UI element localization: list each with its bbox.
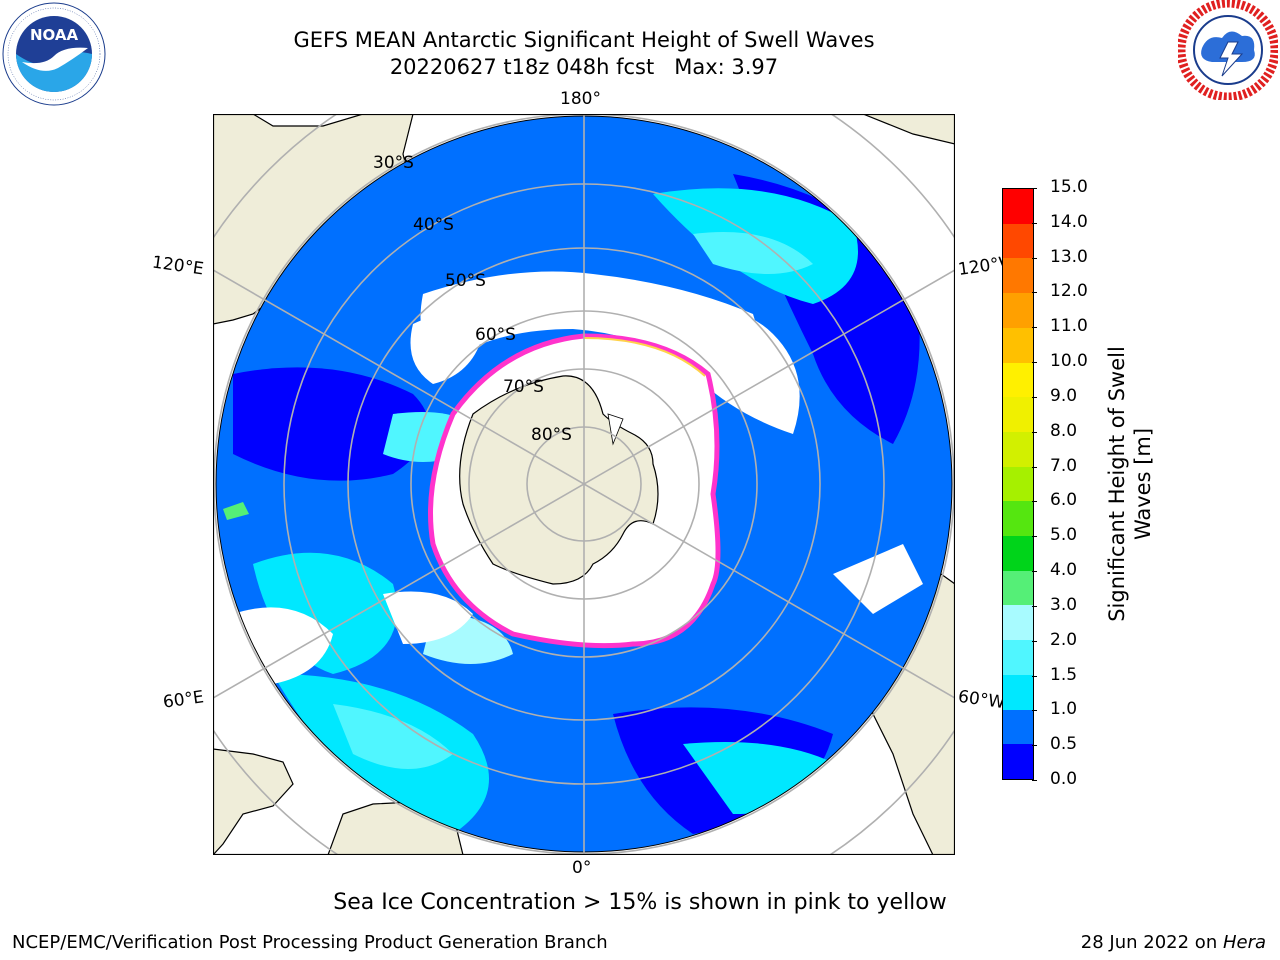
colorbar-tick-label: 11.0 bbox=[1050, 316, 1088, 337]
lon-label-lower-left: 60°E bbox=[161, 687, 206, 713]
svg-text:NOAA: NOAA bbox=[30, 26, 79, 44]
lat-label-80s: 80°S bbox=[531, 425, 572, 445]
colorbar-swatch bbox=[1003, 223, 1033, 259]
colorbar-swatch bbox=[1003, 293, 1033, 328]
colorbar-swatch bbox=[1003, 362, 1033, 398]
antarctica bbox=[459, 375, 659, 585]
colorbar-swatch bbox=[1003, 189, 1033, 224]
footer-left: NCEP/EMC/Verification Post Processing Pr… bbox=[12, 932, 608, 953]
colorbar-tick-label: 3.0 bbox=[1050, 594, 1078, 615]
colorbar-tick-label: 7.0 bbox=[1050, 455, 1078, 476]
colorbar-tick-label: 13.0 bbox=[1050, 246, 1088, 267]
colorbar-ticks: 0.0 0.5 1.0 1.5 2.0 3.0 4.0 5.0 6.0 7.0 8.0 9.0 10.0… bbox=[1032, 177, 1096, 789]
footer-machine: Hera bbox=[1222, 932, 1266, 953]
lon-label-upper-left: 120°E bbox=[150, 252, 205, 280]
map-frame bbox=[212, 113, 956, 856]
colorbar-tick-mark bbox=[1032, 466, 1037, 468]
footer-right: 28 Jun 2022 on Hera bbox=[1081, 932, 1266, 953]
colorbar-tick-mark bbox=[1032, 292, 1037, 294]
colorbar-swatch bbox=[1003, 327, 1033, 363]
lon-label-lower-right: 60°W bbox=[956, 686, 1007, 714]
nws-logo bbox=[1176, 0, 1280, 102]
colorbar-swatch bbox=[1003, 640, 1033, 675]
noaa-logo: NOAA bbox=[2, 2, 106, 106]
graticule bbox=[213, 114, 955, 855]
footer-date: 28 Jun 2022 on bbox=[1080, 932, 1223, 953]
colorbar-tick-mark bbox=[1032, 431, 1037, 433]
colorbar-label-line1: Significant Height of Swell bbox=[1105, 346, 1129, 622]
polar-map: 30°S 40°S 50°S 60°S 70°S 80°S bbox=[212, 113, 956, 856]
colorbar-tick-label: 9.0 bbox=[1050, 385, 1078, 406]
lon-label-bottom: 0° bbox=[572, 858, 592, 878]
colorbar-tick-mark bbox=[1032, 780, 1037, 781]
colorbar-tick-mark bbox=[1032, 327, 1037, 329]
colorbar-tick-mark bbox=[1032, 640, 1037, 642]
colorbar-swatch bbox=[1003, 258, 1033, 294]
colorbar-tick-label: 6.0 bbox=[1050, 490, 1078, 511]
colorbar-tick-mark bbox=[1032, 745, 1037, 747]
colorbar-swatch bbox=[1003, 744, 1033, 779]
colorbar-swatch bbox=[1003, 709, 1033, 745]
colorbar-swatch bbox=[1003, 570, 1033, 606]
colorbar-swatch bbox=[1003, 605, 1033, 641]
colorbar-swatch bbox=[1003, 431, 1033, 467]
colorbar-tick-label: 8.0 bbox=[1050, 420, 1078, 441]
colorbar-swatch bbox=[1003, 466, 1033, 502]
colorbar-tick-label: 10.0 bbox=[1050, 351, 1088, 372]
colorbar-tick-label: 0.5 bbox=[1050, 734, 1078, 755]
lat-label-50s: 50°S bbox=[445, 271, 486, 291]
colorbar-tick-label: 4.0 bbox=[1050, 560, 1078, 581]
sea-ice-note: Sea Ice Concentration > 15% is shown in … bbox=[333, 890, 947, 915]
colorbar-tick-mark bbox=[1032, 675, 1037, 677]
colorbar-tick-label: 1.5 bbox=[1050, 664, 1078, 685]
colorbar bbox=[1002, 188, 1034, 780]
lat-label-40s: 40°S bbox=[413, 215, 454, 235]
colorbar-swatch bbox=[1003, 397, 1033, 432]
lat-label-30s: 30°S bbox=[373, 153, 414, 173]
colorbar-swatch bbox=[1003, 674, 1033, 710]
colorbar-tick-label: 15.0 bbox=[1050, 177, 1088, 197]
colorbar-tick-mark bbox=[1032, 188, 1037, 189]
chart-title: GEFS MEAN Antarctic Significant Height o… bbox=[293, 28, 875, 52]
colorbar-swatch bbox=[1003, 501, 1033, 537]
colorbar-tick-label: 5.0 bbox=[1050, 525, 1078, 546]
colorbar-label-line2: Waves [m] bbox=[1131, 427, 1155, 541]
colorbar-tick-mark bbox=[1032, 257, 1037, 259]
colorbar-tick-mark bbox=[1032, 396, 1037, 398]
colorbar-tick-mark bbox=[1032, 536, 1037, 538]
lat-label-60s: 60°S bbox=[475, 325, 516, 345]
colorbar-tick-label: 12.0 bbox=[1050, 281, 1088, 302]
colorbar-tick-mark bbox=[1032, 571, 1037, 573]
colorbar-tick-mark bbox=[1032, 222, 1037, 224]
colorbar-tick-mark bbox=[1032, 710, 1037, 712]
lat-label-70s: 70°S bbox=[503, 377, 544, 397]
colorbar-swatch bbox=[1003, 536, 1033, 571]
colorbar-tick-mark bbox=[1032, 362, 1037, 364]
colorbar-tick-label: 0.0 bbox=[1050, 769, 1078, 789]
colorbar-tick-label: 1.0 bbox=[1050, 699, 1078, 720]
colorbar-tick-label: 2.0 bbox=[1050, 629, 1078, 650]
chart-subtitle: 20220627 t18z 048h fcst Max: 3.97 bbox=[389, 55, 779, 79]
colorbar-tick-label: 14.0 bbox=[1050, 211, 1088, 232]
colorbar-tick-mark bbox=[1032, 501, 1037, 503]
lon-label-top: 180° bbox=[560, 89, 601, 109]
colorbar-tick-mark bbox=[1032, 605, 1037, 607]
